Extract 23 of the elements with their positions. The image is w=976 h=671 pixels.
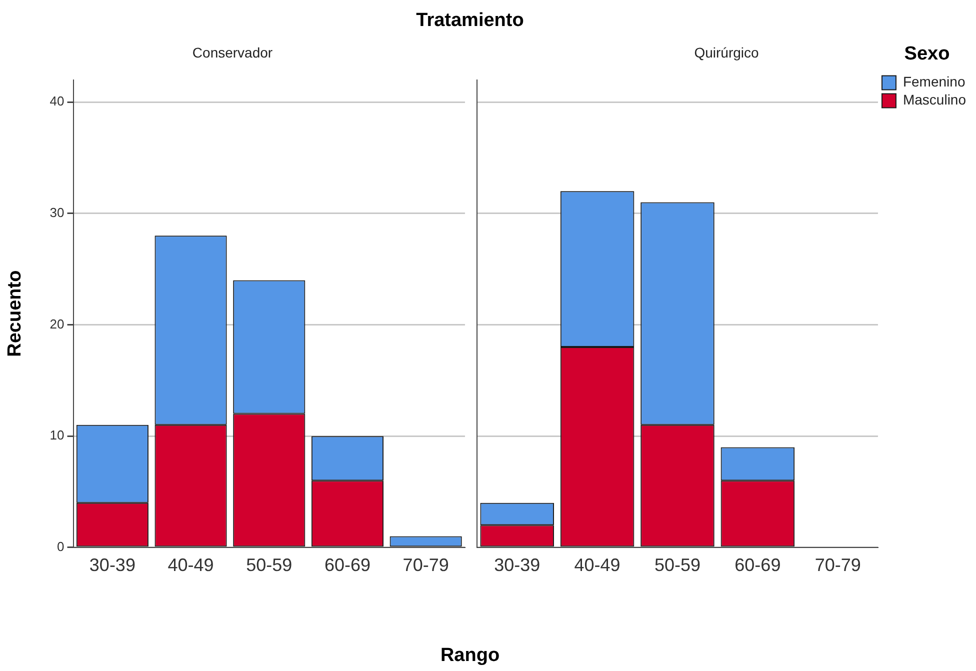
x-axis-title: Rango [439, 645, 501, 667]
chart-title: Quirúrgico [694, 44, 759, 60]
x-tick-label: 60-69 [324, 555, 370, 576]
x-tick-label: 50-59 [654, 555, 701, 576]
legend-title: Sexo [904, 44, 950, 65]
x-tick-label: 40-49 [168, 555, 214, 576]
x-tick-label: 30-39 [494, 555, 540, 576]
y-tick-label: 20 [50, 316, 64, 332]
x-tick-label: 70-79 [814, 555, 861, 576]
x-tick-label: 40-49 [574, 555, 620, 576]
y-tick-label: 40 [50, 94, 64, 109]
y-tick-label: 0 [57, 538, 64, 554]
x-tick-label: 70-79 [402, 555, 449, 576]
x-tick-label: 50-59 [246, 555, 292, 576]
chart-title: Conservador [192, 44, 273, 60]
y-tick-label: 10 [50, 428, 64, 443]
y-tick-label: 30 [50, 204, 64, 220]
x-tick-label: 60-69 [734, 555, 781, 576]
x-tick-label: 30-39 [89, 555, 136, 576]
legend-label: Femenino [902, 74, 966, 90]
y-axis-title: Recuento [4, 270, 26, 357]
text: Tratamiento [415, 10, 525, 32]
legend-label: Masculino [902, 92, 966, 108]
